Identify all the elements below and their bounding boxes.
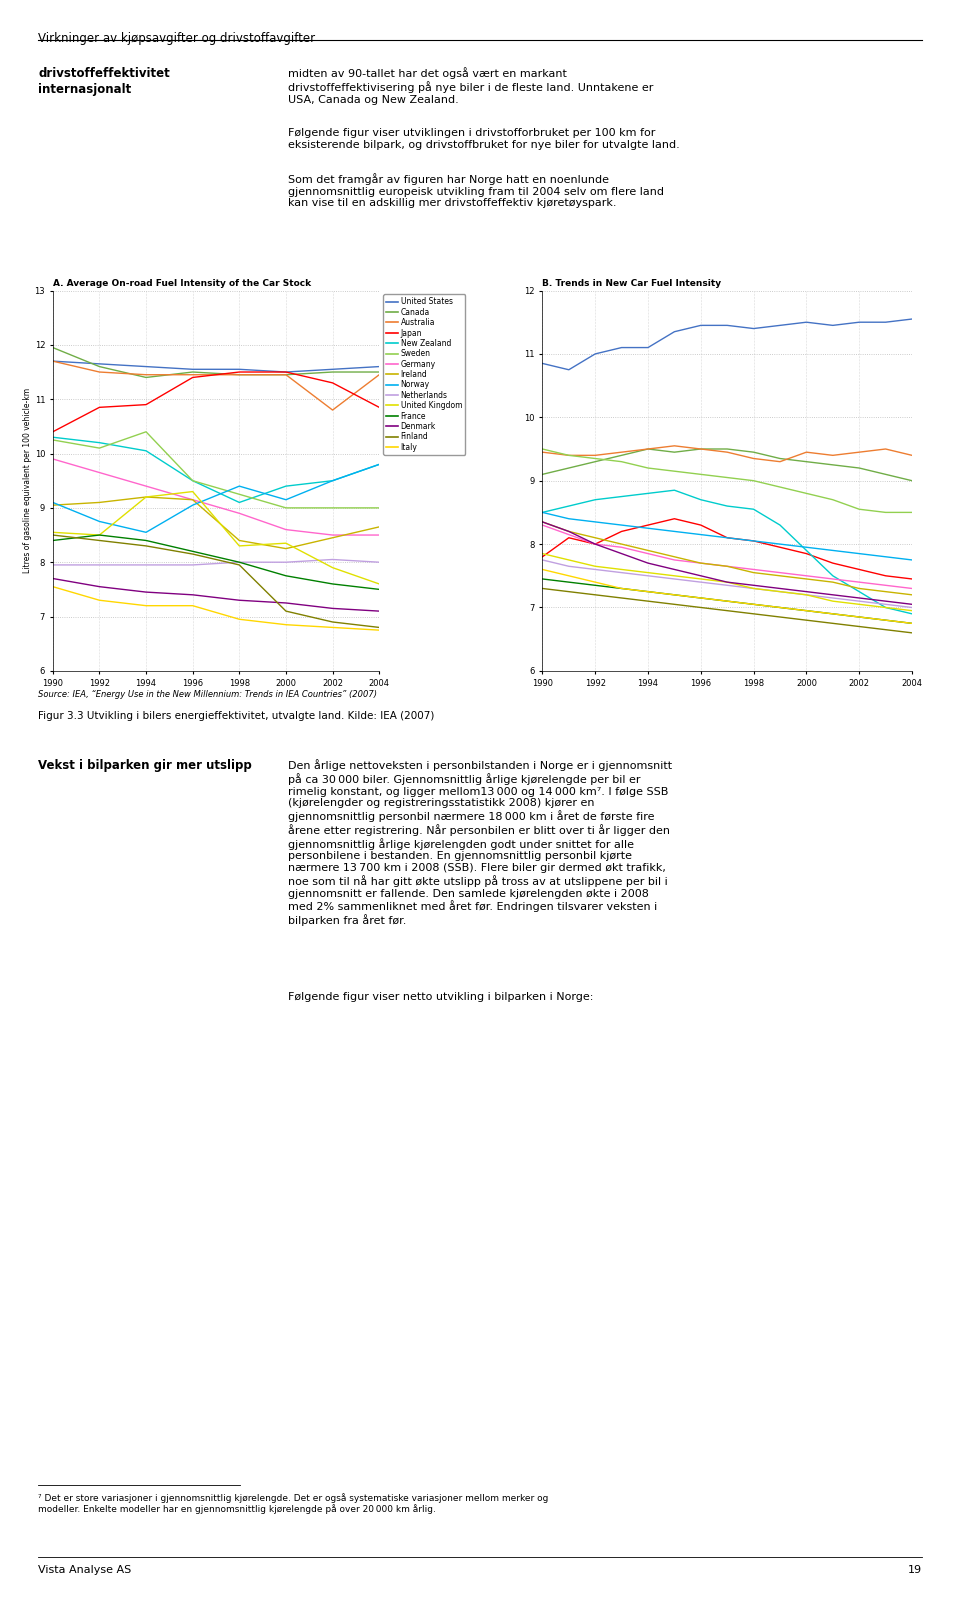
Text: Som det framgår av figuren har Norge hatt en noenlunde
gjennomsnittlig europeisk: Som det framgår av figuren har Norge hat… <box>288 173 664 209</box>
Text: internasjonalt: internasjonalt <box>38 83 132 96</box>
Text: Vekst i bilparken gir mer utslipp: Vekst i bilparken gir mer utslipp <box>38 759 252 772</box>
Text: Figur 3.3 Utvikling i bilers energieffektivitet, utvalgte land. Kilde: IEA (2007: Figur 3.3 Utvikling i bilers energieffek… <box>38 711 435 721</box>
Text: ⁷ Det er store variasjoner i gjennomsnittlig kjørelengde. Det er også systematis: ⁷ Det er store variasjoner i gjennomsnit… <box>38 1493 549 1514</box>
Text: B. Trends in New Car Fuel Intensity: B. Trends in New Car Fuel Intensity <box>542 279 722 289</box>
Text: A. Average On-road Fuel Intensity of the Car Stock: A. Average On-road Fuel Intensity of the… <box>53 279 311 289</box>
Text: Følgende figur viser utviklingen i drivstofforbruket per 100 km for
eksisterende: Følgende figur viser utviklingen i drivs… <box>288 128 680 149</box>
Y-axis label: Litres of gasoline equivalent per 100 vehicle-km: Litres of gasoline equivalent per 100 ve… <box>23 388 32 573</box>
Text: drivstoffeffektivitet: drivstoffeffektivitet <box>38 67 170 80</box>
Text: Den årlige nettoveksten i personbilstanden i Norge er i gjennomsnitt
på ca 30 00: Den årlige nettoveksten i personbilstand… <box>288 759 672 926</box>
Text: Følgende figur viser netto utvikling i bilparken i Norge:: Følgende figur viser netto utvikling i b… <box>288 992 593 1002</box>
Text: midten av 90-tallet har det også vært en markant
drivstoffeffektivisering på nye: midten av 90-tallet har det også vært en… <box>288 67 654 104</box>
Text: Source: IEA, “Energy Use in the New Millennium: Trends in IEA Countries” (2007): Source: IEA, “Energy Use in the New Mill… <box>38 690 377 700</box>
Text: Vista Analyse AS: Vista Analyse AS <box>38 1565 132 1575</box>
Legend: United States, Canada, Australia, Japan, New Zealand, Sweden, Germany, Ireland, : United States, Canada, Australia, Japan,… <box>383 294 466 454</box>
Text: Virkninger av kjøpsavgifter og drivstoffavgifter: Virkninger av kjøpsavgifter og drivstoff… <box>38 32 316 45</box>
Text: 19: 19 <box>907 1565 922 1575</box>
